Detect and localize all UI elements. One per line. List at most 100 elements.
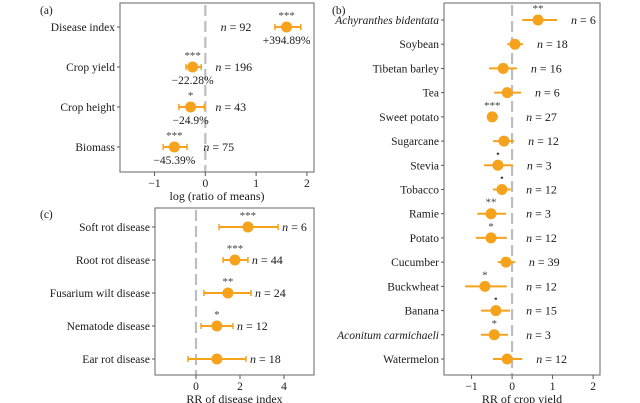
category-label: Stevia (410, 160, 439, 172)
sample-size-label: n = 6 (282, 220, 307, 234)
category-label: Watermelon (383, 354, 439, 366)
point-estimate (485, 208, 497, 220)
forest-row: Buckwheat * n = 12 (387, 269, 557, 293)
category-label: Sugarcane (391, 136, 439, 148)
x-tick-label: 0 (202, 178, 208, 190)
x-tick-label: 2 (590, 381, 596, 393)
sample-size-label: n = 12 (237, 319, 268, 333)
sample-size-label: n = 18 (537, 37, 568, 51)
category-label: Ramie (409, 209, 439, 221)
sample-size-label: n = 6 (535, 86, 560, 100)
category-label: Potato (410, 233, 440, 245)
point-estimate (501, 353, 513, 365)
point-estimate (211, 320, 223, 332)
panel-a: (a) −1 0 1 2 log (ratio of means) Disease inde… (40, 2, 315, 203)
forest-row: Cucumber n = 39 (391, 255, 560, 269)
sample-size-label: n = 75 (203, 140, 234, 154)
forest-row: Watermelon n = 12 (383, 352, 567, 366)
significance-marker: ** (222, 276, 233, 288)
panel-label: (a) (40, 5, 53, 17)
point-estimate (187, 61, 199, 73)
forest-row: Stevia • n = 3 (410, 148, 551, 172)
panel-frame (443, 2, 601, 376)
forest-row: Potato * n = 12 (410, 221, 557, 245)
significance-marker: ** (486, 197, 497, 209)
point-estimate (500, 256, 512, 268)
sample-size-label: n = 6 (571, 13, 596, 27)
sample-size-label: n = 12 (536, 352, 567, 366)
forest-row: Banana • n = 15 (405, 294, 557, 318)
percent-change-label: −45.39% (153, 155, 195, 167)
sample-size-label: n = 92 (221, 20, 252, 34)
sample-size-label: n = 43 (215, 100, 246, 114)
sample-size-label: n = 196 (215, 60, 252, 74)
category-label: Biomass (75, 142, 115, 154)
x-axis-label: log (ratio of means) (170, 189, 265, 203)
significance-marker: * (482, 269, 488, 281)
forest-row: Ear rot disease n = 18 (82, 352, 280, 366)
forest-row: Biomass *** n = 75 −45.39% (75, 130, 234, 167)
point-estimate (185, 101, 197, 113)
significance-marker: • (496, 148, 500, 160)
panel-label: (c) (40, 209, 53, 221)
sample-size-label: n = 3 (527, 158, 552, 172)
forest-row: Crop yield *** n = 196−22.28% (66, 50, 252, 87)
x-tick-label: 1 (550, 381, 556, 393)
x-tick-label: 0 (509, 381, 515, 393)
category-label: Soft rot disease (79, 222, 150, 234)
significance-marker: *** (278, 10, 295, 22)
percent-change-label: +394.89% (263, 35, 311, 47)
sample-size-label: n = 16 (531, 61, 562, 75)
forest-row: Crop height * n = 43 −24.9% (60, 90, 246, 127)
significance-marker: • (494, 294, 498, 306)
significance-marker: *** (166, 130, 183, 142)
x-tick-label: 2 (304, 178, 310, 190)
point-estimate (532, 14, 544, 26)
point-estimate (501, 87, 513, 99)
significance-marker: * (491, 318, 497, 330)
point-estimate (485, 232, 497, 244)
forest-row: Nematode disease * n = 12 (67, 309, 268, 333)
forest-row: Disease index *** n = 92 +394.89% (51, 10, 311, 47)
category-label: Aconitum carmichaeli (336, 330, 439, 342)
category-label: Tea (423, 88, 439, 100)
category-label: Crop height (60, 102, 115, 114)
category-label: Buckwheat (387, 281, 440, 293)
point-estimate (498, 135, 510, 147)
forest-row: Aconitum carmichaeli * n = 3 (336, 318, 551, 342)
percent-change-label: −24.9% (172, 115, 209, 127)
category-label: Banana (405, 306, 439, 318)
significance-marker: *** (484, 100, 501, 112)
category-label: Sweet potato (379, 112, 439, 124)
point-estimate (242, 221, 254, 233)
panel-b: (b) −1 0 1 2 RR of crop yield Achyranthes bide… (332, 2, 601, 403)
point-estimate (488, 329, 500, 341)
significance-marker: * (188, 90, 194, 102)
category-label: Achyranthes bidentata (334, 15, 439, 27)
point-estimate (479, 280, 491, 292)
panel-label: (b) (332, 5, 346, 17)
point-estimate (490, 305, 502, 317)
point-estimate (281, 21, 293, 33)
category-label: Nematode disease (67, 321, 150, 333)
category-label: Root rot disease (76, 255, 150, 267)
point-estimate (168, 141, 180, 153)
forest-row: Root rot disease *** n = 44 (76, 243, 283, 267)
x-tick-label: −1 (465, 381, 477, 393)
forest-row: Soybean n = 18 (399, 37, 567, 51)
x-axis-label: RR of disease index (186, 392, 282, 403)
point-estimate (229, 254, 241, 266)
point-estimate (222, 287, 234, 299)
point-estimate (509, 38, 521, 50)
sample-size-label: n = 12 (526, 279, 557, 293)
category-label: Fusarium wilt disease (50, 288, 150, 300)
panel-c: (c) 0 2 4RR of disease index Soft rot diseas… (40, 207, 315, 403)
significance-marker: *** (184, 50, 201, 62)
x-tick-label: 0 (193, 381, 199, 393)
sample-size-label: n = 39 (529, 255, 560, 269)
significance-marker: * (488, 221, 494, 233)
forest-row: Sugarcane n = 12 (391, 134, 559, 148)
category-label: Disease index (51, 22, 115, 34)
forest-row: Sweet potato *** n = 27 (379, 100, 557, 124)
